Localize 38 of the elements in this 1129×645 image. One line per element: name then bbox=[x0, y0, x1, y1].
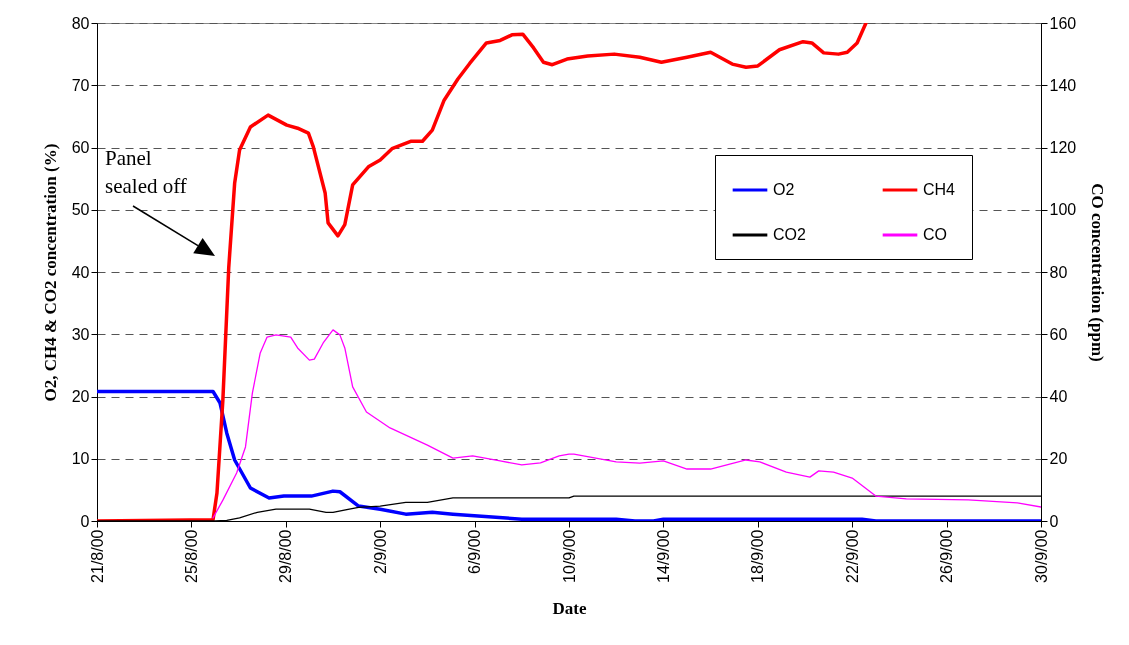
y-tick-label: 70 bbox=[71, 76, 90, 94]
x-tick-label: 30/9/00 bbox=[1032, 529, 1050, 583]
y-tick-label: 30 bbox=[71, 325, 90, 343]
y-tick-label: 20 bbox=[71, 388, 90, 405]
x-tick-label: 29/8/00 bbox=[277, 529, 295, 583]
y2-tick-label: 140 bbox=[1049, 76, 1077, 94]
y-tick-label: 10 bbox=[71, 450, 90, 468]
x-tick-label: 6/9/00 bbox=[466, 529, 484, 574]
y-axis-title: O2, CH4 & CO2 concentration (%) bbox=[40, 143, 60, 402]
x-tick-label: 21/8/00 bbox=[88, 529, 106, 583]
y2-tick-label: 120 bbox=[1049, 139, 1077, 156]
y-tick-label: 60 bbox=[71, 139, 90, 156]
legend-label: O2 bbox=[773, 181, 795, 198]
y-tick-label: 50 bbox=[71, 201, 90, 219]
y-tick-label: 40 bbox=[71, 263, 90, 281]
x-tick-label: 25/8/00 bbox=[182, 529, 200, 583]
y-tick-label: 0 bbox=[80, 512, 90, 530]
x-tick-label: 26/9/00 bbox=[938, 529, 956, 583]
legend-label: CO bbox=[923, 226, 947, 243]
x-tick-label: 10/9/00 bbox=[560, 529, 578, 583]
y-tick-label: 80 bbox=[71, 14, 90, 32]
annotation: Panel sealed off bbox=[105, 146, 187, 198]
y2-tick-label: 20 bbox=[1049, 450, 1068, 468]
y2-tick-label: 80 bbox=[1049, 263, 1068, 281]
y2-tick-label: 0 bbox=[1049, 512, 1059, 530]
x-tick-label: 2/9/00 bbox=[371, 529, 389, 574]
x-tick-label: 14/9/00 bbox=[654, 529, 672, 583]
y2-axis-title: CO concentration (ppm) bbox=[1088, 183, 1108, 362]
y2-tick-label: 160 bbox=[1049, 14, 1077, 32]
line-series bbox=[212, 329, 1041, 519]
legend-label: CO2 bbox=[773, 226, 806, 243]
y2-tick-label: 40 bbox=[1049, 388, 1068, 405]
x-axis-title: Date bbox=[552, 598, 587, 618]
legend-label: CH4 bbox=[923, 181, 956, 198]
y2-tick-label: 100 bbox=[1049, 201, 1077, 219]
y2-tick-label: 60 bbox=[1049, 325, 1068, 343]
x-tick-label: 18/9/00 bbox=[749, 529, 767, 583]
x-tick-label: 22/9/00 bbox=[843, 529, 861, 583]
